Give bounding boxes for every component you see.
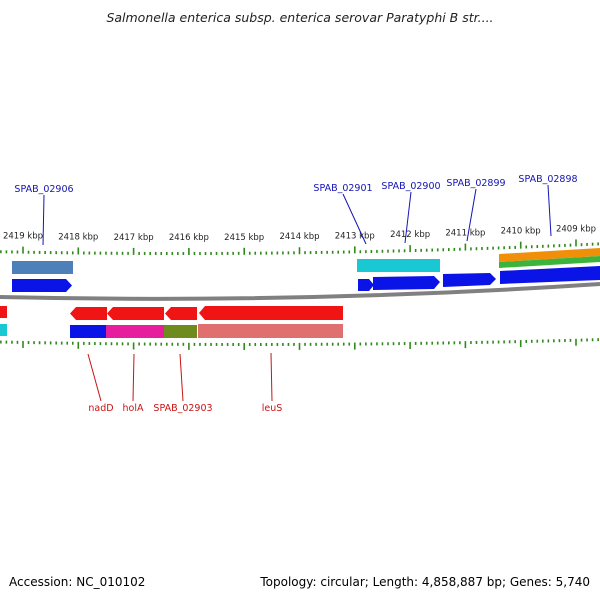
tick-label: 2411 kbp <box>445 229 485 239</box>
tick-label: 2417 kbp <box>114 233 154 243</box>
leader-line-SPAB_02898 <box>547 184 552 237</box>
gene-labels-top: SPAB_02906 SPAB_02901 SPAB_02900 SPAB_02899… <box>14 174 578 246</box>
feature-blue-nadD[interactable] <box>70 325 106 338</box>
leader-line-SPAB_02906 <box>42 194 45 246</box>
tick-label: 2415 kbp <box>224 233 264 243</box>
genome-summary-text: Topology: circular; Length: 4,858,887 bp… <box>260 575 590 589</box>
gene-label-SPAB_02900[interactable]: SPAB_02900 <box>381 181 440 192</box>
scale-tick-labels: 2419 kbp 2418 kbp 2417 kbp 2416 kbp 2415 kbp… <box>3 224 596 243</box>
feature-cyan-right[interactable] <box>357 259 440 272</box>
leader-line-nadD <box>87 353 102 402</box>
feature-olive-SPAB_02903[interactable] <box>164 325 197 338</box>
tick-label: 2419 kbp <box>3 232 43 242</box>
forward-strand-features <box>12 248 600 292</box>
gene-label-SPAB_02906[interactable]: SPAB_02906 <box>14 184 73 195</box>
feature-steelblue-left[interactable] <box>12 261 73 274</box>
leader-line-holA <box>132 353 135 402</box>
feature-salmon-leuS[interactable] <box>198 324 343 338</box>
tick-label: 2418 kbp <box>58 232 98 242</box>
cds-forward-a[interactable] <box>358 279 374 291</box>
accession-text: Accession: NC_010102 <box>9 575 146 589</box>
leader-line-SPAB_02903 <box>179 353 184 402</box>
gene-label-SPAB_02899[interactable]: SPAB_02899 <box>446 178 505 189</box>
cds-reverse-nadD[interactable] <box>70 307 107 320</box>
leader-line-SPAB_02900 <box>404 191 412 244</box>
cds-forward-c[interactable] <box>443 273 496 287</box>
feature-cyan-edge[interactable] <box>0 324 7 336</box>
gene-labels-bottom: nadD holA SPAB_02903 leuS <box>87 352 283 414</box>
leader-line-leuS <box>270 352 273 402</box>
cds-reverse-edge[interactable] <box>0 306 7 318</box>
map-title: Salmonella enterica subsp. enterica sero… <box>106 10 494 25</box>
tick-label: 2412 kbp <box>390 230 430 240</box>
cds-reverse-holA[interactable] <box>107 307 164 320</box>
cds-reverse-SPAB_02903[interactable] <box>165 307 197 320</box>
gene-label-leuS[interactable]: leuS <box>262 403 283 414</box>
cds-forward-d[interactable] <box>500 266 600 284</box>
feature-green[interactable] <box>499 256 600 268</box>
feature-orange[interactable] <box>499 248 600 262</box>
cds-reverse-leuS[interactable] <box>199 306 343 320</box>
gene-label-SPAB_02901[interactable]: SPAB_02901 <box>313 183 372 194</box>
gene-label-holA[interactable]: holA <box>123 403 144 414</box>
tick-label: 2414 kbp <box>279 232 319 242</box>
tick-label: 2410 kbp <box>501 227 541 237</box>
cds-forward-b[interactable] <box>373 276 440 290</box>
gene-label-nadD[interactable]: nadD <box>88 403 113 414</box>
reverse-strand-features <box>0 306 343 338</box>
gene-label-SPAB_02903[interactable]: SPAB_02903 <box>153 403 212 414</box>
backbone-line <box>0 282 600 301</box>
leader-line-SPAB_02901 <box>342 193 367 245</box>
tick-label: 2416 kbp <box>169 233 209 243</box>
cds-forward-left[interactable] <box>12 279 72 292</box>
tick-label: 2413 kbp <box>335 231 375 241</box>
feature-magenta-holA[interactable] <box>106 325 164 338</box>
leader-line-SPAB_02899 <box>466 188 477 242</box>
tick-label: 2409 kbp <box>556 224 596 234</box>
scale-ticks <box>0 239 599 350</box>
gene-label-SPAB_02898[interactable]: SPAB_02898 <box>518 174 577 185</box>
